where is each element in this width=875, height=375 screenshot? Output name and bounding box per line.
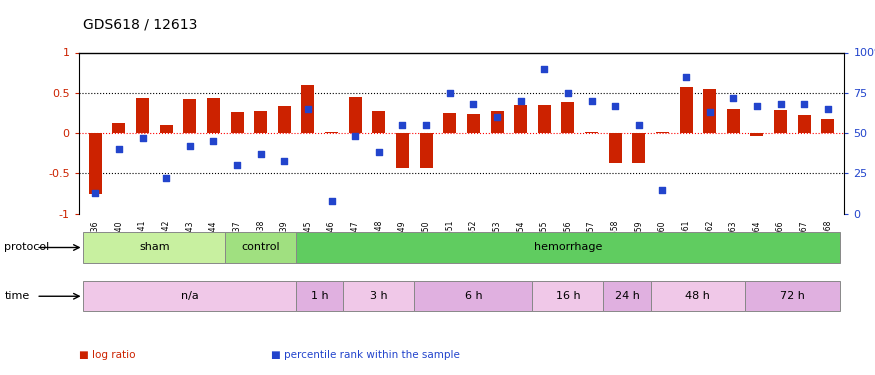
- Point: [254, 151, 268, 157]
- Bar: [604, 281, 651, 311]
- Bar: [633, 133, 645, 163]
- Point: [584, 98, 598, 104]
- Point: [703, 109, 717, 115]
- Bar: [420, 133, 432, 168]
- Point: [797, 101, 811, 107]
- Text: control: control: [242, 243, 280, 252]
- Point: [325, 198, 339, 204]
- Bar: [112, 123, 125, 133]
- Point: [726, 94, 740, 100]
- Text: sham: sham: [139, 243, 170, 252]
- Text: ■ percentile rank within the sample: ■ percentile rank within the sample: [271, 350, 460, 360]
- Bar: [136, 98, 149, 133]
- Point: [159, 175, 173, 181]
- Text: 48 h: 48 h: [685, 291, 710, 301]
- Bar: [746, 281, 840, 311]
- Point: [206, 138, 220, 144]
- Text: GDS618 / 12613: GDS618 / 12613: [83, 18, 198, 32]
- Bar: [296, 281, 343, 311]
- Point: [396, 122, 410, 128]
- Bar: [562, 102, 574, 133]
- Text: ■ log ratio: ■ log ratio: [79, 350, 136, 360]
- Point: [774, 101, 788, 107]
- Point: [514, 98, 528, 104]
- Bar: [751, 133, 764, 136]
- Text: protocol: protocol: [4, 243, 50, 252]
- Point: [466, 101, 480, 107]
- Bar: [727, 109, 739, 133]
- Bar: [609, 133, 621, 163]
- Bar: [343, 281, 414, 311]
- Point: [372, 150, 386, 156]
- Point: [537, 66, 551, 72]
- Text: 24 h: 24 h: [614, 291, 640, 301]
- Point: [136, 135, 150, 141]
- Text: time: time: [4, 291, 30, 301]
- Bar: [585, 132, 598, 133]
- Bar: [656, 132, 668, 133]
- Bar: [680, 87, 692, 133]
- Point: [821, 106, 835, 112]
- Bar: [774, 110, 788, 133]
- Bar: [296, 232, 840, 262]
- Bar: [302, 85, 314, 133]
- Point: [679, 74, 693, 80]
- Bar: [822, 118, 835, 133]
- Point: [88, 190, 102, 196]
- Bar: [159, 125, 172, 133]
- Bar: [326, 132, 338, 133]
- Point: [443, 90, 457, 96]
- Bar: [798, 116, 811, 133]
- Point: [277, 158, 291, 164]
- Bar: [278, 106, 290, 133]
- Bar: [225, 232, 296, 262]
- Point: [301, 106, 315, 112]
- Bar: [255, 111, 267, 133]
- Bar: [704, 89, 716, 133]
- Point: [348, 134, 362, 140]
- Bar: [207, 98, 220, 133]
- Text: n/a: n/a: [181, 291, 199, 301]
- Bar: [396, 133, 409, 168]
- Bar: [373, 111, 385, 133]
- Bar: [184, 99, 196, 133]
- Bar: [349, 97, 361, 133]
- Point: [561, 90, 575, 96]
- Text: hemorrhage: hemorrhage: [534, 243, 602, 252]
- Bar: [414, 281, 533, 311]
- Bar: [651, 281, 746, 311]
- Bar: [514, 105, 527, 133]
- Text: 6 h: 6 h: [465, 291, 482, 301]
- Text: 3 h: 3 h: [370, 291, 388, 301]
- Text: 1 h: 1 h: [311, 291, 329, 301]
- Bar: [83, 281, 296, 311]
- Bar: [491, 111, 503, 133]
- Point: [490, 114, 504, 120]
- Bar: [467, 114, 480, 133]
- Bar: [83, 232, 225, 262]
- Bar: [231, 112, 243, 133]
- Point: [608, 103, 622, 109]
- Point: [419, 122, 433, 128]
- Text: 72 h: 72 h: [780, 291, 805, 301]
- Bar: [533, 281, 604, 311]
- Point: [230, 162, 244, 168]
- Point: [655, 187, 669, 193]
- Point: [183, 143, 197, 149]
- Point: [112, 146, 126, 152]
- Bar: [538, 105, 550, 133]
- Point: [750, 103, 764, 109]
- Text: 16 h: 16 h: [556, 291, 580, 301]
- Bar: [444, 113, 456, 133]
- Point: [632, 122, 646, 128]
- Bar: [88, 133, 102, 194]
